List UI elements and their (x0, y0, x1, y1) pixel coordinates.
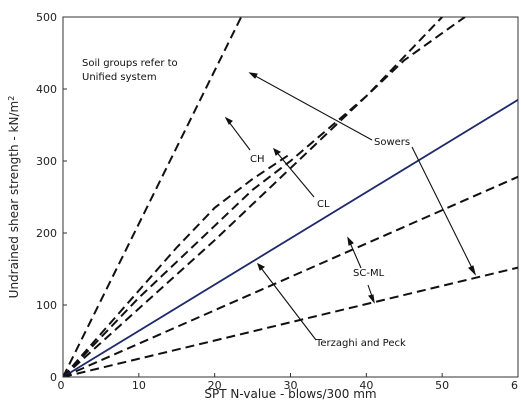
y-axis-title: Undrained shear strength - kN/m2 (7, 96, 22, 299)
leader-arrows (224, 72, 477, 341)
arrow-sowers-head-1 (248, 72, 258, 79)
arrow-cl-line (273, 148, 315, 198)
arrow-scml-head-2 (368, 294, 375, 304)
arrow-terzaghi-head (257, 262, 266, 271)
series-group (63, 17, 518, 377)
y-tick-label: 500 (36, 11, 57, 24)
x-axis-title: SPT N-value - blows/300 mm (204, 387, 376, 401)
x-tick-label: 10 (132, 379, 146, 392)
y-tick-label: 400 (36, 83, 57, 96)
annotation-terzaghi-peck: Terzaghi and Peck (315, 338, 406, 349)
x-axis-ticks: 0 10 20 30 40 50 6 (58, 373, 519, 392)
y-tick-label: 300 (36, 155, 57, 168)
series-line-6 (63, 175, 518, 377)
arrow-scml-head (347, 236, 354, 246)
y-axis-title-superscript: 2 (7, 96, 16, 101)
x-tick-label: 30 (284, 379, 298, 392)
annotation-note-line1: Soil groups refer to (82, 58, 178, 69)
annotation-ch: CH (250, 154, 265, 165)
series-line-4 (63, 17, 466, 377)
arrow-terzaghi-line (257, 263, 317, 341)
annotation-sc-ml: SC-ML (353, 268, 385, 279)
arrow-sowers-head-2 (468, 265, 477, 276)
x-tick-label: 20 (208, 379, 222, 392)
annotation-note-line2: Unified system (82, 72, 157, 83)
x-tick-label: 0 (58, 379, 65, 392)
x-tick-label: 6 (511, 379, 518, 392)
series-line-2 (63, 152, 292, 377)
series-line-7 (63, 266, 518, 377)
arrow-sowers-line-2 (411, 146, 476, 275)
plot-area (62, 16, 519, 378)
annotation-cl: CL (317, 199, 330, 210)
y-tick-label: 0 (50, 371, 57, 384)
y-axis-title-main: Undrained shear strength - kN/m (7, 101, 21, 299)
x-tick-label: 50 (435, 379, 449, 392)
series-line-1 (63, 17, 243, 377)
arrow-ch-head (224, 116, 233, 125)
y-tick-label: 200 (36, 227, 57, 240)
series-line-3 (63, 17, 443, 377)
y-axis-ticks: 0 100 200 300 400 500 (36, 11, 67, 384)
series-line-5 (63, 99, 518, 377)
x-tick-label: 40 (359, 379, 373, 392)
y-tick-label: 100 (36, 299, 57, 312)
plot-frame (62, 16, 519, 378)
arrow-cl-head (273, 147, 282, 156)
annotation-sowers: Sowers (374, 137, 410, 148)
arrow-sowers-line-1 (249, 72, 373, 141)
